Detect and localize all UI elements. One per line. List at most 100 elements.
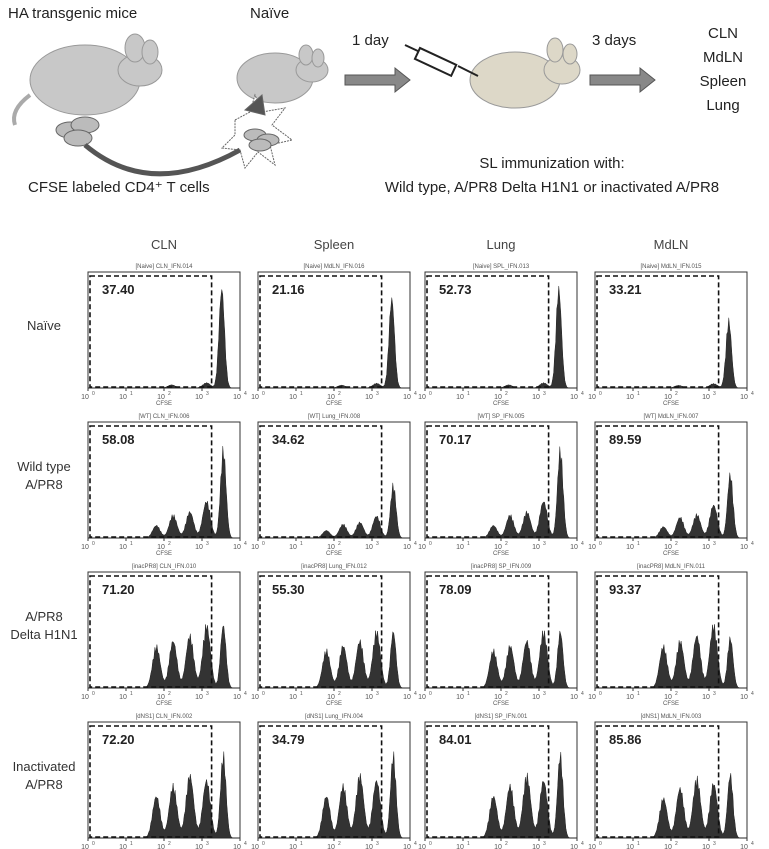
x-tick-exponent: 4	[244, 691, 247, 697]
x-tick-exponent: 3	[376, 841, 379, 847]
x-tick-exponent: 4	[751, 541, 754, 547]
x-tick-label: 10	[327, 694, 335, 701]
x-tick-label: 10	[251, 394, 259, 401]
x-tick-label: 10	[233, 694, 241, 701]
x-tick-exponent: 4	[581, 691, 584, 697]
immunization-detail: Wild type, A/PR8 Delta H1N1 or inactivat…	[385, 179, 719, 196]
x-tick-exponent: 3	[713, 541, 716, 547]
x-tick-label: 10	[626, 544, 634, 551]
x-axis-label: CFSE	[663, 401, 679, 407]
gate-percent: 85.86	[609, 732, 642, 747]
x-tick-exponent: 1	[637, 541, 640, 547]
x-tick-exponent: 0	[92, 391, 95, 397]
histogram-panel: [dNS1] MdLN_IFN.00385.86100101102103104C…	[588, 714, 754, 849]
gate-percent: 55.30	[272, 582, 305, 597]
x-tick-label: 10	[233, 394, 241, 401]
x-tick-label: 10	[195, 844, 203, 849]
x-tick-label: 10	[570, 394, 578, 401]
x-tick-label: 10	[195, 544, 203, 551]
x-tick-exponent: 3	[713, 691, 716, 697]
file-label: [WT] Lung_IFN.008	[308, 414, 361, 420]
cells-icon	[55, 93, 294, 177]
x-tick-label: 10	[702, 394, 710, 401]
x-tick-label: 10	[626, 694, 634, 701]
file-label: [WT] CLN_IFN.006	[138, 414, 190, 420]
x-tick-label: 10	[81, 544, 89, 551]
x-axis-label: CFSE	[156, 401, 172, 407]
x-tick-exponent: 2	[338, 841, 341, 847]
x-tick-label: 10	[532, 544, 540, 551]
x-axis-label: CFSE	[156, 551, 172, 557]
x-tick-label: 10	[702, 844, 710, 849]
x-tick-exponent: 4	[581, 541, 584, 547]
x-tick-label: 10	[119, 394, 127, 401]
histogram-grid: CLN Spleen Lung MdLN Naïve [Naive] CLN_IFN.01…	[10, 237, 754, 849]
x-tick-exponent: 0	[429, 541, 432, 547]
x-tick-exponent: 3	[376, 541, 379, 547]
gate	[259, 275, 383, 388]
gate	[89, 275, 213, 388]
x-axis-label: CFSE	[493, 401, 509, 407]
x-tick-label: 10	[251, 844, 259, 849]
row-label: Delta H1N1	[10, 627, 77, 642]
file-label: [inacPR8] CLN_IFN.010	[132, 564, 197, 570]
x-tick-exponent: 0	[599, 541, 602, 547]
histogram-shape	[88, 624, 240, 689]
histogram-shape	[88, 751, 240, 839]
gate-percent: 84.01	[439, 732, 472, 747]
mouse-icon	[12, 33, 163, 126]
file-label: [Naive] MdLN_IFN.016	[303, 264, 365, 270]
x-tick-exponent: 0	[92, 841, 95, 847]
file-label: [dNS1] CLN_IFN.002	[136, 714, 193, 720]
gate-percent: 21.16	[272, 282, 305, 297]
histogram-shape	[88, 289, 240, 389]
x-tick-label: 10	[365, 544, 373, 551]
file-label: [Naive] MdLN_IFN.015	[640, 264, 702, 270]
x-tick-label: 10	[251, 694, 259, 701]
file-label: [inacPR8] SP_IFN.009	[471, 564, 532, 570]
x-tick-exponent: 2	[505, 841, 508, 847]
x-tick-label: 10	[588, 844, 596, 849]
x-tick-exponent: 0	[262, 691, 265, 697]
x-tick-label: 10	[494, 544, 502, 551]
gate	[89, 425, 213, 538]
file-label: [WT] SP_IFN.005	[477, 414, 525, 420]
histogram-panel: [dNS1] Lung_IFN.00434.79100101102103104C…	[251, 714, 417, 849]
x-tick-exponent: 1	[637, 691, 640, 697]
x-tick-exponent: 3	[543, 691, 546, 697]
x-tick-label: 10	[626, 844, 634, 849]
file-label: [dNS1] SP_IFN.001	[475, 714, 528, 720]
x-tick-label: 10	[418, 844, 426, 849]
x-tick-exponent: 1	[467, 691, 470, 697]
histogram-shape	[258, 630, 410, 689]
x-tick-label: 10	[119, 544, 127, 551]
x-tick-label: 10	[327, 844, 335, 849]
x-tick-label: 10	[626, 394, 634, 401]
column-header: MdLN	[654, 237, 689, 252]
x-tick-exponent: 0	[92, 691, 95, 697]
x-tick-label: 10	[532, 844, 540, 849]
x-tick-exponent: 1	[130, 841, 133, 847]
x-tick-label: 10	[233, 844, 241, 849]
x-tick-label: 10	[365, 844, 373, 849]
x-tick-exponent: 0	[262, 541, 265, 547]
x-tick-exponent: 3	[206, 691, 209, 697]
file-label: [Naive] SPL_IFN.013	[473, 264, 530, 270]
gate	[259, 425, 383, 538]
x-tick-exponent: 4	[581, 391, 584, 397]
x-tick-label: 10	[289, 394, 297, 401]
x-tick-label: 10	[233, 544, 241, 551]
histogram-panel: [dNS1] CLN_IFN.00272.20100101102103104CF…	[81, 714, 247, 849]
gate	[259, 575, 383, 688]
x-tick-label: 10	[456, 844, 464, 849]
x-axis-label: CFSE	[326, 551, 342, 557]
x-tick-label: 10	[119, 694, 127, 701]
histogram-shape	[258, 482, 410, 539]
gate	[596, 275, 720, 388]
